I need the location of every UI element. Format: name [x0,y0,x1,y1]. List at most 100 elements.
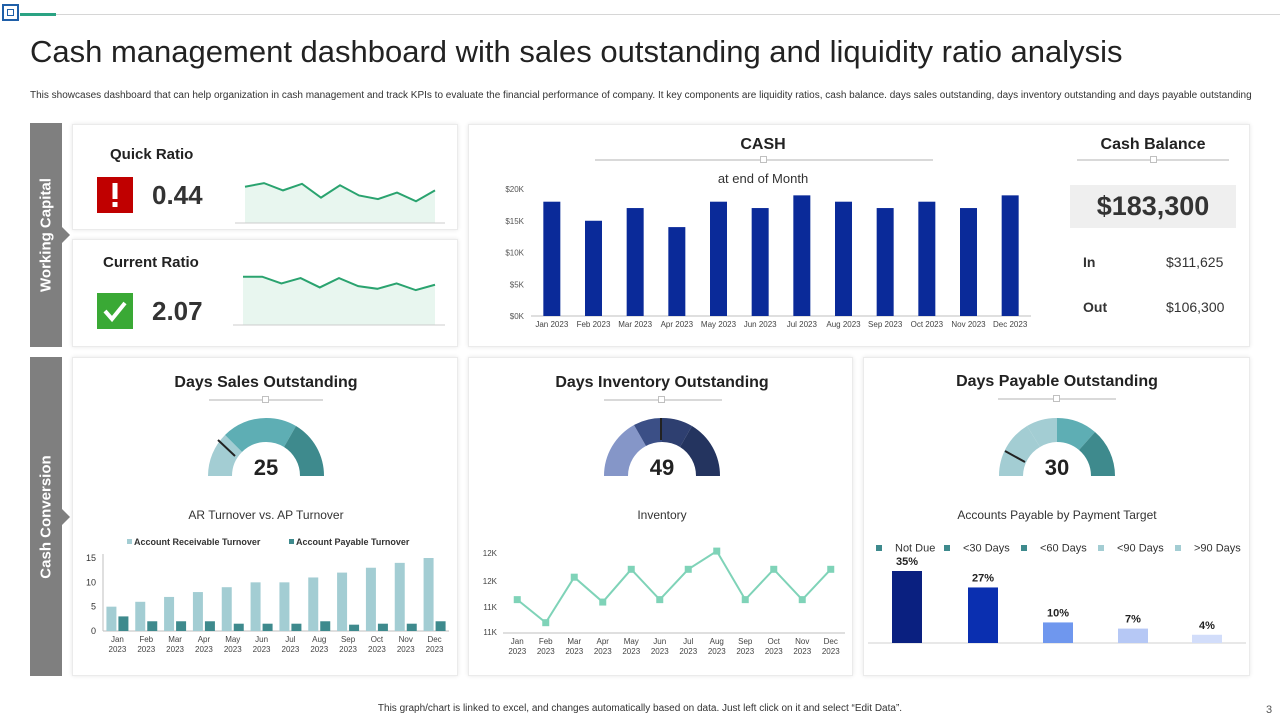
sidebar-working-capital: Working Capital [30,123,70,347]
ap-turnover-bar [233,623,244,631]
legend-swatch [127,539,132,544]
inventory-xtick-month: Apr [597,637,610,646]
inventory-point [627,565,635,573]
inventory-point [741,596,749,604]
inventory-point [570,573,578,581]
payable-by-target-chart: Not Due <30 Days <60 Days <90 Days >90 Days 3… [868,543,1246,644]
ap-turnover-bar [406,623,417,631]
ar-turnover-bar [279,582,290,631]
payable-bar [968,587,998,643]
inventory-point [656,596,664,604]
inventory-point [770,565,778,573]
dio-title: Days Inventory Outstanding [555,374,769,391]
cash-ytick-label: $10K [505,249,524,258]
ap-turnover-bar [377,623,388,631]
cash-xtick-label: Aug 2023 [826,320,861,329]
ap-turnover-bar [176,621,187,631]
ap-turnover-bar [349,624,360,631]
cash-bar [751,208,769,316]
sparkline-line [243,275,436,292]
legend-label: >90 Days [1194,543,1241,555]
dso-gauge [208,417,325,476]
cash-xtick-label: Feb 2023 [577,320,611,329]
legend-swatch [876,545,882,551]
inventory-ytick-label: 11K [483,628,497,637]
ar-turnover-bar [164,596,175,631]
cash-in-value: $311,625 [1166,254,1224,270]
arap-xtick-month: Feb [139,635,153,644]
inventory-xtick-month: Jun [653,637,666,646]
arap-xtick-month: Jun [255,635,268,644]
legend-label: <90 Days [1117,543,1164,555]
arap-xtick-year: 2023 [137,645,155,654]
cash-xtick-label: Apr 2023 [661,320,694,329]
slide-logo-icon [2,4,19,21]
cash-ytick-label: $15K [505,217,524,226]
legend-swatch [944,545,950,551]
sidebar-working-capital-label: Working Capital [37,178,55,292]
arap-xtick-month: Sep [341,635,356,644]
inventory-xtick-month: Sep [738,637,753,646]
arap-xtick-year: 2023 [195,645,213,654]
dpo-title: Days Payable Outstanding [956,373,1158,390]
ap-turnover-bar [435,621,446,631]
legend-swatch [1175,545,1181,551]
inventory-line [516,549,832,625]
inventory-point [542,619,550,627]
cash-chart-title: CASH [740,136,786,153]
arap-xtick-year: 2023 [397,645,415,654]
header-rule [20,14,1280,15]
title-underline-dot [658,396,665,403]
ar-turnover-bar [308,577,319,631]
cash-xtick-label: Nov 2023 [951,320,986,329]
arap-xtick-month: Dec [427,635,441,644]
cash-ytick-label: $0K [510,312,525,321]
cash-bar [1001,195,1019,316]
ar-turnover-bar [106,606,117,631]
current-ratio-value: 2.07 [152,296,203,326]
quick-ratio-value: 0.44 [152,180,203,210]
cash-bar [793,195,811,316]
current-ratio-sparkline [233,275,445,326]
arap-ytick-label: 15 [86,553,96,563]
cash-bar [668,227,686,316]
current-ratio-label: Current Ratio [103,254,199,271]
legend-swatch [1098,545,1104,551]
inventory-ytick-label: 11K [483,603,497,612]
sparkline-area [243,276,435,325]
arap-xtick-month: Aug [312,635,326,644]
ar-turnover-bar [337,572,348,631]
sparkline-area [245,183,435,223]
inventory-point [798,596,806,604]
sparkline-line [244,182,436,203]
ar-ap-chart-title: AR Turnover vs. AP Turnover [188,508,344,522]
arap-xtick-year: 2023 [368,645,386,654]
inventory-xtick-month: Dec [824,637,838,646]
arap-xtick-year: 2023 [426,645,444,654]
arap-xtick-month: Jan [111,635,124,644]
cash-out-value: $106,300 [1166,299,1225,315]
ap-turnover-bar [118,616,129,631]
inventory-xtick-year: 2023 [765,647,783,656]
page-subtitle: This showcases dashboard that can help o… [30,90,1252,101]
inventory-xtick-year: 2023 [594,647,612,656]
current-ratio-card: Current Ratio 2.07 [72,239,458,347]
cash-out-label: Out [1083,299,1108,315]
arap-xtick-year: 2023 [109,645,127,654]
ar-turnover-bar [365,567,376,631]
inventory-xtick-month: Feb [539,637,553,646]
cash-chart-subtitle: at end of Month [717,171,809,186]
ap-turnover-bar [291,623,302,631]
payable-bar [1192,634,1222,643]
cash-xtick-label: Jul 2023 [787,320,818,329]
inventory-xtick-month: Nov [795,637,809,646]
arap-ytick-label: 5 [91,602,96,612]
check-icon [97,293,133,329]
arap-xtick-month: May [225,635,240,644]
inventory-xtick-year: 2023 [565,647,583,656]
cash-xtick-label: Jun 2023 [744,320,777,329]
sidebar-cash-conversion: Cash Conversion [30,357,70,676]
ap-turnover-bar [147,621,158,631]
inventory-point [684,565,692,573]
cash-xtick-label: Jan 2023 [535,320,568,329]
